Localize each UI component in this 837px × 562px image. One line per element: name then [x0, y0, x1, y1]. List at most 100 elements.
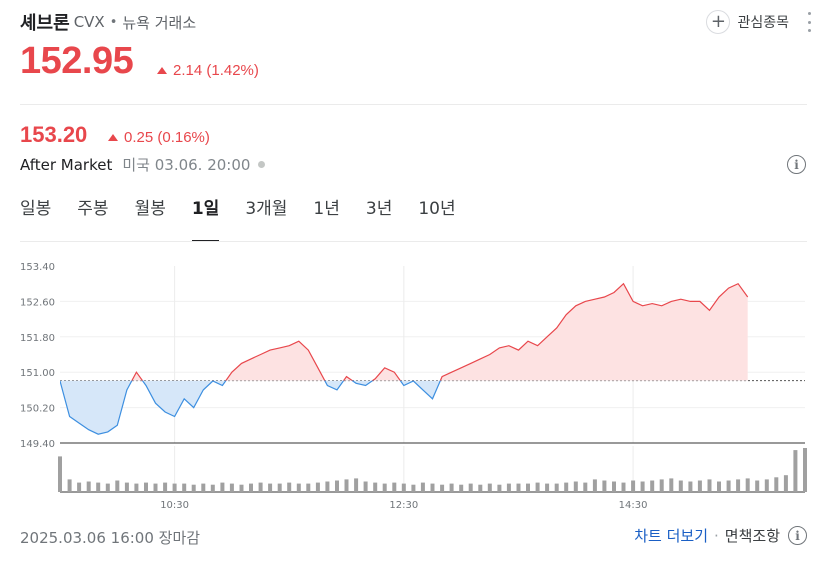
more-chart-link[interactable]: 차트 더보기 — [634, 527, 709, 545]
y-tick-label: 152.60 — [20, 297, 55, 308]
disclaimer-link[interactable]: 면책조항 — [724, 527, 780, 545]
up-triangle-icon — [108, 134, 118, 141]
volume-bar — [163, 482, 168, 492]
tab-1day[interactable]: 1일 — [191, 194, 220, 242]
volume-bar — [755, 480, 760, 492]
volume-bar — [354, 478, 359, 492]
volume-bar — [440, 484, 445, 492]
volume-bar — [153, 483, 158, 492]
tab-weekly[interactable]: 주봉 — [77, 199, 109, 219]
tab-10years[interactable]: 10년 — [418, 199, 456, 219]
volume-bar — [487, 483, 492, 492]
divider — [20, 104, 807, 105]
y-tick-label: 153.40 — [20, 262, 55, 273]
volume-bar — [58, 456, 62, 492]
volume-bar — [697, 480, 702, 492]
status-dot-icon — [258, 161, 266, 168]
volume-bar — [172, 483, 177, 492]
volume-bar — [583, 482, 588, 492]
volume-bar — [783, 475, 788, 492]
price-area-down — [60, 380, 441, 435]
intraday-chart[interactable]: 153.40 152.60 151.80 151.00 150.20 149.40 10:3… — [0, 248, 837, 518]
stock-exchange: 뉴욕 거래소 — [122, 13, 197, 32]
volume-bar — [707, 479, 712, 492]
price-change: 2.14 (1.42%) — [157, 62, 259, 79]
volume-bar — [564, 482, 569, 492]
volume-bar — [678, 480, 683, 492]
volume-bar — [554, 483, 559, 492]
price-line-up — [131, 282, 749, 381]
volume-bar — [430, 483, 435, 492]
volume-bar — [67, 479, 72, 492]
x-tick-label: 14:30 — [619, 500, 648, 511]
volume-bar — [764, 479, 769, 492]
tab-1year[interactable]: 1년 — [313, 199, 340, 219]
volume-bar — [115, 480, 120, 492]
add-watchlist-button[interactable]: + 관심종목 — [706, 9, 789, 35]
volume-bar — [315, 482, 320, 492]
volume-bar — [77, 482, 82, 492]
volume-bar — [239, 484, 244, 492]
volume-bar — [726, 480, 731, 492]
volume-bar — [793, 450, 798, 492]
volume-bar — [182, 483, 187, 492]
price-change-value: 2.14 (1.42%) — [173, 62, 259, 79]
volume-bar — [545, 483, 550, 492]
volume-bar — [717, 481, 721, 492]
stock-header: 셰브론 CVX • 뉴욕 거래소 — [20, 8, 196, 36]
volume-bar — [258, 482, 263, 492]
disclaimer-info-icon[interactable]: i — [788, 526, 807, 545]
tab-monthly[interactable]: 월봉 — [134, 199, 166, 219]
volume-bar — [631, 480, 636, 492]
y-tick-label: 149.40 — [20, 439, 55, 450]
volume-bar — [612, 481, 616, 492]
after-market-label: After Market — [20, 155, 113, 174]
tab-3years[interactable]: 3년 — [365, 199, 393, 219]
volume-bar — [650, 480, 655, 492]
x-tick-label: 12:30 — [389, 500, 418, 511]
volume-bar — [535, 482, 540, 492]
volume-bar — [602, 480, 607, 492]
divider — [20, 241, 807, 242]
volume-bar — [373, 482, 378, 492]
volume-bar — [478, 484, 483, 492]
volume-bar — [134, 483, 139, 492]
y-tick-label: 150.20 — [20, 404, 55, 415]
plus-icon: + — [706, 10, 731, 34]
volume-bar — [803, 448, 807, 492]
tab-3months[interactable]: 3개월 — [245, 199, 288, 219]
volume-bar — [306, 483, 311, 492]
volume-bar — [669, 478, 674, 492]
volume-bar — [382, 483, 387, 492]
volume-bar — [449, 483, 454, 492]
volume-bar — [592, 479, 597, 492]
y-tick-label: 151.80 — [20, 333, 55, 344]
volume-bar — [640, 481, 645, 492]
volume-bar — [277, 483, 282, 492]
volume-bar — [268, 483, 273, 492]
volume-bar — [468, 483, 473, 492]
volume-bar — [516, 483, 521, 492]
footer-links: 차트 더보기 · 면책조항 i — [634, 525, 807, 546]
after-market-change-value: 0.25 (0.16%) — [124, 129, 210, 146]
volume-bar — [296, 483, 301, 492]
tab-daily[interactable]: 일봉 — [20, 199, 52, 219]
volume-bar — [459, 484, 464, 492]
more-options-icon[interactable] — [805, 12, 813, 32]
volume-bar — [688, 481, 693, 492]
volume-bar — [411, 484, 416, 492]
header-separator: • — [109, 14, 118, 30]
volume-bar — [220, 482, 225, 492]
volume-bar — [105, 483, 110, 492]
up-triangle-icon — [157, 67, 167, 74]
volume-bar — [229, 483, 234, 492]
after-market-change: 0.25 (0.16%) — [108, 129, 210, 146]
info-icon[interactable]: i — [787, 155, 806, 174]
volume-bar — [573, 481, 578, 492]
volume-bar — [420, 482, 425, 492]
after-market-time: 미국 03.06. 20:00 — [122, 156, 251, 174]
volume-bar — [124, 482, 129, 492]
volume-bar — [497, 484, 502, 492]
y-tick-label: 151.00 — [20, 368, 55, 379]
volume-bar — [86, 481, 91, 492]
